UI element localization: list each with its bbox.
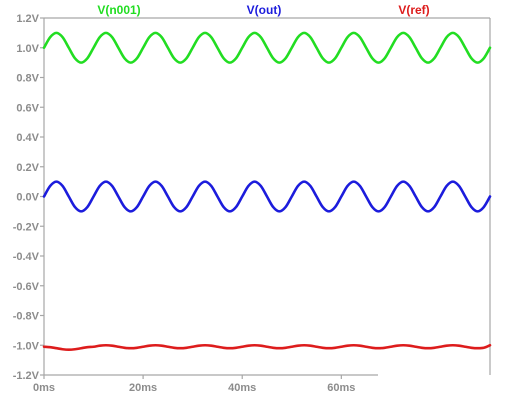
legend-label-v-out[interactable]: V(out) (247, 3, 282, 17)
legend: V(n001) V(out) V(ref) (97, 3, 429, 17)
x-tick-label: 20ms (129, 382, 157, 394)
legend-label-v-n001[interactable]: V(n001) (97, 3, 140, 17)
x-axis: 0ms 20ms 40ms 60ms (33, 375, 355, 394)
y-tick-label: 0.2V (16, 162, 39, 174)
y-tick-label: 0.8V (16, 73, 39, 85)
y-tick-label: 1.0V (16, 43, 39, 55)
y-tick-label: -0.4V (13, 251, 40, 263)
y-tick-label: -0.2V (13, 221, 40, 233)
y-tick-label: -0.6V (13, 281, 40, 293)
series-line-v-out (42, 180, 492, 213)
y-axis: 1.2V 1.0V 0.8V 0.6V 0.4V 0.2V 0.0V -0.2V -0.4V -0… (13, 13, 44, 382)
y-tick-label: 0.6V (16, 102, 39, 114)
series-line-v-ref (42, 343, 492, 352)
y-tick-label: -0.8V (13, 311, 40, 323)
y-tick-label: 1.2V (16, 13, 39, 25)
y-tick-label: -1.2V (13, 370, 40, 382)
y-tick-label: -1.0V (13, 340, 40, 352)
x-tick-label: 40ms (228, 382, 256, 394)
y-tick-label: 0.4V (16, 132, 39, 144)
series-lines (42, 31, 492, 352)
series-line-v-n001 (42, 31, 492, 64)
y-tick-label: 0.0V (16, 192, 39, 204)
x-tick-label: 0ms (33, 382, 55, 394)
x-tick-label: 60ms (327, 382, 355, 394)
legend-label-v-ref[interactable]: V(ref) (398, 3, 429, 17)
